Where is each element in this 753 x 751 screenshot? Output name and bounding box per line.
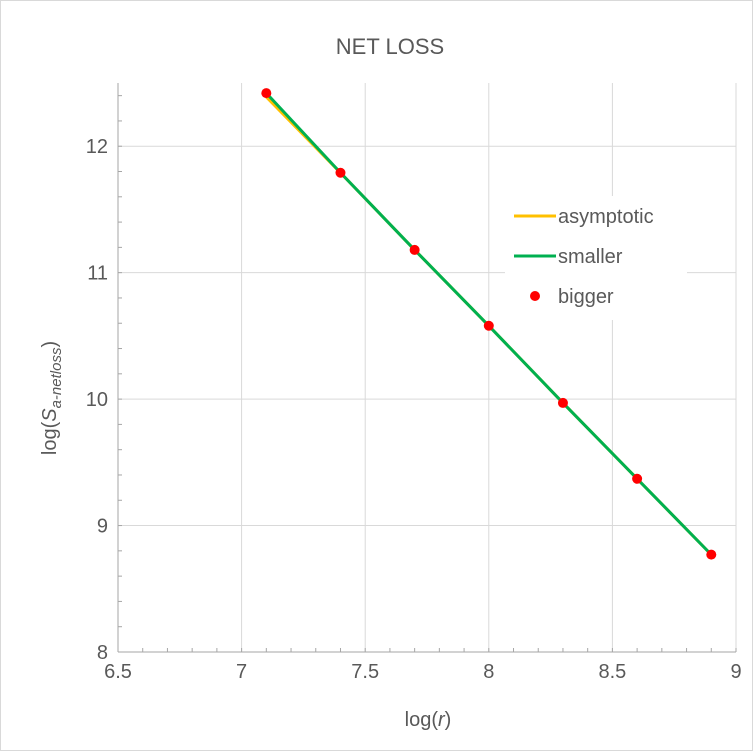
- y-tick-label: 11: [87, 263, 108, 285]
- x-tick-labels: 6.5 7 7.5 8 8.5 9: [104, 661, 741, 683]
- legend-label-asymptotic: asymptotic: [558, 206, 654, 228]
- x-tick-label: 9: [730, 661, 741, 683]
- legend-label-bigger: bigger: [558, 286, 614, 308]
- data-point-bigger: [335, 167, 346, 178]
- data-point-bigger: [557, 397, 568, 408]
- data-point-bigger: [706, 549, 717, 560]
- y-tick-label: 9: [97, 516, 108, 538]
- data-point-bigger: [261, 88, 272, 99]
- legend-label-smaller: smaller: [558, 246, 623, 268]
- series-layer: [261, 88, 717, 560]
- y-axis-label: log(Sa-netloss): [39, 341, 65, 455]
- data-point-bigger: [632, 473, 643, 484]
- legend-item-bigger: bigger: [530, 286, 614, 308]
- y-tick-label: 12: [86, 136, 108, 158]
- legend-item-asymptotic: asymptotic: [514, 206, 654, 228]
- legend-swatch-bigger: [530, 291, 540, 301]
- y-tick-label: 8: [97, 642, 108, 664]
- data-point-bigger: [483, 320, 494, 331]
- legend-item-smaller: smaller: [514, 246, 623, 268]
- legend: asymptotic smaller bigger: [514, 206, 654, 308]
- x-tick-label: 6.5: [104, 661, 132, 683]
- chart-title: NET LOSS: [336, 34, 444, 59]
- x-tick-label: 7: [236, 661, 247, 683]
- gridlines: [118, 83, 737, 652]
- y-tick-label: 10: [86, 389, 108, 411]
- x-tick-label: 8.5: [598, 661, 626, 683]
- y-tick-labels: 8 9 10 11 12: [86, 136, 108, 664]
- x-axis-label: log(r): [405, 709, 452, 731]
- data-point-bigger: [409, 244, 420, 255]
- x-tick-label: 8: [483, 661, 494, 683]
- axes: [117, 83, 737, 653]
- x-tick-label: 7.5: [351, 661, 379, 683]
